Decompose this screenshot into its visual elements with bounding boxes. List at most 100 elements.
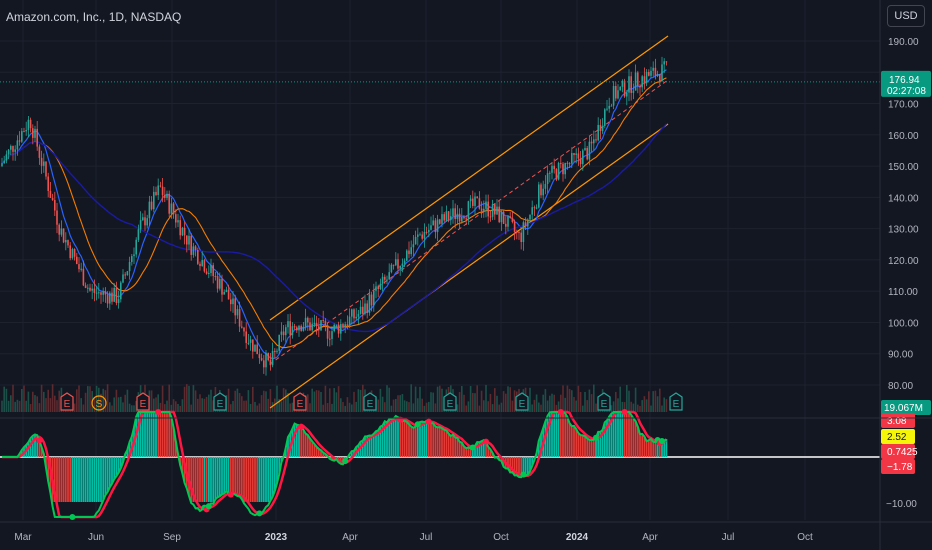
oscillator-histogram-bar — [511, 457, 514, 473]
oscillator-histogram-bar — [212, 457, 215, 502]
oscillator-histogram-bar — [370, 435, 373, 457]
volume-bar — [456, 404, 459, 412]
volume-bar — [309, 403, 311, 412]
candle-body — [91, 288, 93, 291]
candle-body — [164, 195, 166, 198]
oscillator-histogram-bar — [557, 412, 560, 457]
volume-bar — [529, 387, 531, 412]
oscillator-histogram-bar — [425, 421, 428, 457]
candle-body — [73, 249, 76, 257]
candle-body — [654, 67, 657, 77]
volume-bar — [122, 402, 124, 412]
oscillator-tag-value: 3.08 — [887, 416, 907, 427]
candle-body — [619, 86, 621, 91]
oscillator-histogram-bar — [531, 457, 534, 466]
candle-body — [450, 216, 452, 220]
candle-body — [102, 291, 104, 295]
currency-button[interactable]: USD — [887, 5, 925, 27]
candle-body — [265, 352, 267, 368]
volume-bar — [648, 391, 650, 412]
oscillator-histogram-bar — [377, 430, 380, 457]
oscillator-histogram-bar — [359, 441, 362, 457]
candle-body — [221, 278, 223, 295]
event-label: E — [673, 399, 680, 410]
oscillator-histogram-bar — [315, 446, 318, 457]
candle-body — [126, 271, 129, 276]
volume-bar — [10, 395, 12, 412]
candle-body — [452, 208, 454, 217]
volume-bar — [51, 384, 54, 412]
oscillator-histogram-bar — [331, 457, 333, 460]
candle-body — [527, 219, 529, 227]
oscillator-histogram-bar — [67, 457, 69, 502]
oscillator-histogram-bar — [566, 417, 569, 457]
oscillator-histogram-bar — [617, 412, 619, 457]
volume-bar — [461, 386, 463, 412]
candle-body — [335, 324, 338, 326]
candle-body — [384, 276, 386, 280]
candle-body — [109, 292, 111, 304]
candle-body — [192, 246, 195, 255]
volume-bar — [179, 405, 181, 412]
oscillator-histogram-bar — [403, 420, 406, 457]
oscillator-histogram-bar — [401, 420, 404, 457]
candle-body — [500, 211, 503, 223]
oscillator-histogram-bar — [546, 415, 549, 457]
volume-bar — [56, 400, 58, 412]
candle-body — [478, 198, 481, 209]
volume-bar — [238, 393, 241, 412]
oscillator-histogram-bar — [570, 426, 573, 457]
volume-bar — [102, 388, 104, 412]
candle-body — [595, 139, 597, 141]
volume-bar — [265, 391, 267, 412]
candle-body — [78, 264, 80, 270]
oscillator-histogram-bar — [623, 412, 626, 457]
volume-bar — [384, 402, 386, 412]
candle-body — [362, 306, 364, 314]
candle-body — [203, 260, 206, 272]
oscillator-histogram-bar — [652, 441, 655, 457]
volume-bar — [153, 398, 155, 412]
oscillator-histogram-bar — [38, 440, 41, 457]
candle-body — [186, 235, 188, 245]
candle-body — [617, 90, 619, 99]
ma-fast-line — [1, 69, 667, 360]
oscillator-histogram-bar — [601, 429, 604, 457]
volume-bar — [417, 398, 419, 412]
candle-body — [593, 139, 595, 144]
volume-bar — [84, 392, 87, 412]
oscillator-histogram-bar — [485, 441, 487, 457]
volume-bar — [18, 400, 21, 412]
oscillator-histogram-bar — [78, 457, 80, 502]
oscillator-histogram-bar — [93, 457, 96, 502]
candle-body — [190, 235, 192, 255]
volume-bar — [131, 405, 133, 412]
oscillator-histogram-bar — [100, 457, 102, 502]
oscillator-histogram-bar — [227, 457, 230, 494]
volume-bar — [324, 385, 327, 412]
volume-bar — [428, 401, 430, 412]
candle-body — [56, 210, 58, 225]
volume-bar — [201, 398, 203, 412]
volume-bar — [538, 402, 540, 412]
volume-bar — [505, 393, 507, 412]
candle-body — [10, 145, 12, 150]
volume-bar — [639, 405, 641, 412]
candle-body — [34, 128, 36, 138]
event-marker: E — [136, 392, 150, 411]
oscillator-histogram-bar — [91, 457, 94, 502]
volume-bar — [513, 390, 516, 412]
candle-body — [366, 303, 368, 313]
volume-bar — [535, 394, 538, 412]
volume-bar — [150, 390, 153, 412]
volume-bar — [626, 384, 628, 412]
volume-bar — [47, 389, 49, 412]
candle-body — [89, 287, 91, 291]
volume-bar — [177, 403, 179, 412]
oscillator-histogram-bar — [650, 438, 652, 457]
oscillator-histogram-bar — [256, 457, 259, 502]
volume-bar — [434, 403, 437, 412]
candle-body — [5, 154, 8, 161]
event-marker: E — [515, 392, 529, 411]
